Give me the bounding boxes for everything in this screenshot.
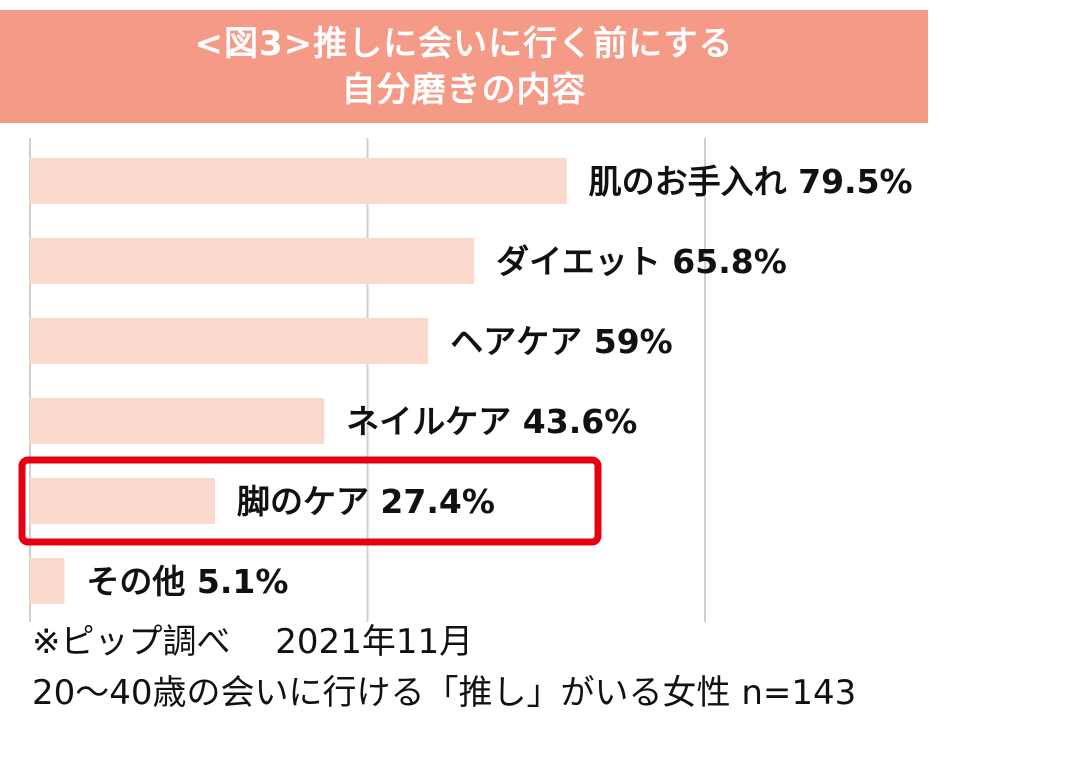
chart-title-line2: 自分磨きの内容 [341, 69, 587, 110]
source-note: ※ピップ調べ 2021年11月 [32, 622, 474, 662]
bar [30, 238, 475, 284]
bar-label: ネイルケア 43.6% [346, 402, 637, 441]
bar-label: その他 5.1% [86, 562, 288, 601]
bar-label: ダイエット 65.8% [496, 242, 787, 281]
chart-title-banner: <図3>推しに会いに行く前にする 自分磨きの内容 [0, 10, 928, 123]
bar [30, 318, 429, 364]
chart-title-line1: <図3>推しに会いに行く前にする [194, 23, 734, 64]
sample-note: 20～40歳の会いに行ける「推し」がいる女性 n=143 [32, 673, 857, 713]
bar [30, 398, 325, 444]
bar-label: ヘアケア 59% [450, 322, 672, 361]
bar-label: 肌のお手入れ 79.5% [589, 162, 913, 201]
bar [30, 158, 567, 204]
bar [30, 558, 65, 604]
bar-label: 脚のケア 27.4% [237, 482, 495, 521]
bar [30, 478, 215, 524]
highlight-box [18, 456, 602, 546]
